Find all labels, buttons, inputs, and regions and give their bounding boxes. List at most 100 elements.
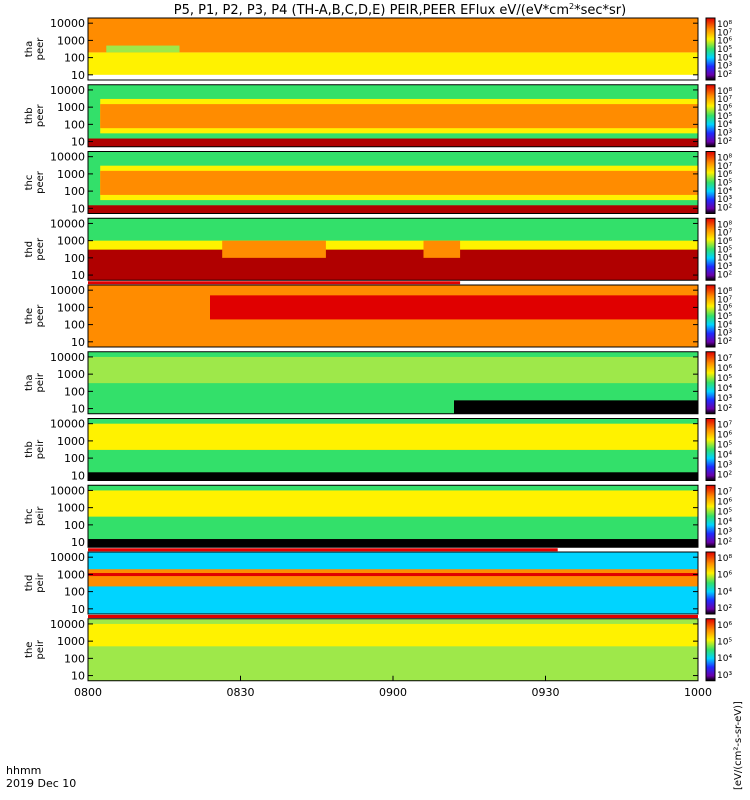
colorbar-tick-label: 10² (717, 137, 732, 147)
flux-band (88, 18, 698, 53)
y-tick-label: 10000 (50, 217, 85, 230)
panel-stack: 10100100010000thapeer10⁸10⁷10⁶10⁵10⁴10³1… (24, 17, 732, 682)
flux-band (88, 138, 698, 147)
colorbar-tick-label: 10⁶ (717, 237, 732, 247)
y-tick-label: 10 (71, 69, 85, 82)
colorbar-tick-label: 10⁵ (717, 112, 732, 122)
panel-frame (87, 17, 699, 81)
colorbar-tick-label: 10⁷ (717, 28, 732, 38)
panel-label: thdpeer (24, 237, 46, 261)
colorbar (705, 618, 716, 682)
flux-band (88, 573, 698, 577)
y-tick-label: 10000 (50, 351, 85, 364)
y-tick-label: 100 (64, 652, 85, 665)
panel-label: thbpeer (24, 103, 46, 127)
colorbar-tick-label: 10⁶ (717, 571, 732, 581)
status-bar (88, 548, 558, 552)
status-bar (88, 281, 461, 285)
y-tick-label: 1000 (57, 435, 85, 448)
colorbar-tick-label: 10³ (717, 262, 732, 272)
panel-label: thcpeir (24, 506, 46, 526)
time-axis: 0800 0830 0900 0930 1000 (74, 675, 712, 699)
colorbar-tick-label: 10³ (717, 195, 732, 205)
panel-thc-peer: 10 100 1000 10000 thcpeer 10⁸10⁷10⁶10⁵10⁴10³1… (24, 151, 732, 216)
colorbar-tick-label: 10³ (717, 671, 732, 681)
y-tick-label: 100 (64, 52, 85, 65)
y-tick-label: 100 (64, 319, 85, 332)
flux-band (222, 240, 326, 258)
y-tick-label: 10 (71, 603, 85, 616)
colorbar (705, 84, 716, 148)
panel-frame (87, 418, 699, 481)
figure-title: P5, P1, P2, P3, P4 (TH-A,B,C,D,E) PEIR,P… (174, 2, 626, 18)
colorbar-tick-label: 10⁵ (717, 245, 732, 255)
y-tick-label: 1000 (57, 635, 85, 648)
colorbar-tick-label: 10⁴ (717, 517, 732, 527)
y-tick-label: 10000 (50, 17, 85, 30)
colorbar-tick-label: 10⁸ (717, 287, 732, 297)
colorbar (705, 17, 716, 81)
panel-label: thbpeir (24, 439, 46, 459)
colorbar-tick-label: 10³ (717, 527, 732, 537)
panel-thd-peir: 10 100 1000 10000 thdpeir 10⁸ 10⁶ 10⁴ 10² (24, 551, 732, 618)
colorbar-tick-label: 10⁵ (717, 507, 732, 517)
colorbar-tick-label: 10⁴ (717, 187, 732, 197)
colorbar-tick-label: 10⁷ (717, 421, 732, 431)
colorbar-tick-label: 10⁷ (717, 162, 732, 172)
colorbar-tick-label: 10⁶ (717, 304, 732, 314)
time-tick-label: 0800 (74, 686, 102, 699)
panel-frame (87, 284, 699, 348)
colorbar-tick-label: 10⁶ (717, 497, 732, 507)
colorbar-tick-label: 10⁶ (717, 621, 732, 631)
colorbar-tick-label: 10⁶ (717, 431, 732, 441)
colorbar-tick-label: 10⁴ (717, 587, 732, 597)
colorbar (705, 284, 716, 348)
colorbar-tick-label: 10⁸ (717, 554, 732, 564)
flux-band (454, 400, 698, 414)
colorbar-tick-label: 10⁵ (717, 374, 732, 384)
panel-thb-peer: 10 100 1000 10000 thbpeer 10⁸10⁷10⁶10⁵10⁴10³1… (24, 84, 732, 149)
colorbar-tick-label: 10⁷ (717, 354, 732, 364)
colorbar-tick-label: 10⁶ (717, 170, 732, 180)
colorbar-tick-label: 10² (717, 204, 732, 214)
y-tick-label: 10000 (50, 151, 85, 164)
y-tick-label: 10000 (50, 84, 85, 97)
panel-frame (87, 551, 699, 615)
y-tick-label: 10000 (50, 551, 85, 564)
flux-band (88, 249, 698, 281)
colorbar-tick-label: 10⁵ (717, 637, 732, 647)
flux-band (106, 45, 180, 53)
colorbar (705, 484, 716, 548)
panel-label: thepeer (24, 304, 46, 328)
y-tick-label: 10000 (50, 484, 85, 497)
colorbar-tick-label: 10³ (717, 461, 732, 471)
colorbar-tick-label: 10⁴ (717, 654, 732, 664)
flux-band (210, 295, 698, 320)
colorbar-tick-label: 10² (717, 537, 732, 547)
colorbar (705, 418, 716, 481)
colorbar-tick-label: 10³ (717, 329, 732, 339)
colorbar (705, 151, 716, 214)
y-tick-label: 1000 (57, 502, 85, 515)
y-tick-label: 10000 (50, 618, 85, 631)
flux-band (88, 490, 698, 517)
status-bar (88, 615, 698, 618)
colorbar-tick-label: 10⁷ (717, 229, 732, 239)
y-tick-label: 100 (64, 452, 85, 465)
colorbar-tick-label: 10⁵ (717, 441, 732, 451)
colorbar-tick-label: 10⁴ (717, 120, 732, 130)
flux-band (423, 240, 461, 258)
colorbar-tick-label: 10⁵ (717, 45, 732, 55)
y-tick-label: 10000 (50, 284, 85, 297)
panel-frame (87, 84, 699, 148)
colorbar-tick-label: 10² (717, 604, 732, 614)
panel-label: thepeir (24, 639, 46, 659)
panel-label: thcpeer (24, 170, 46, 194)
colorbar (705, 551, 716, 615)
flux-band (88, 472, 698, 481)
colorbar-tick-label: 10⁶ (717, 37, 732, 47)
y-tick-label: 10 (71, 469, 85, 482)
